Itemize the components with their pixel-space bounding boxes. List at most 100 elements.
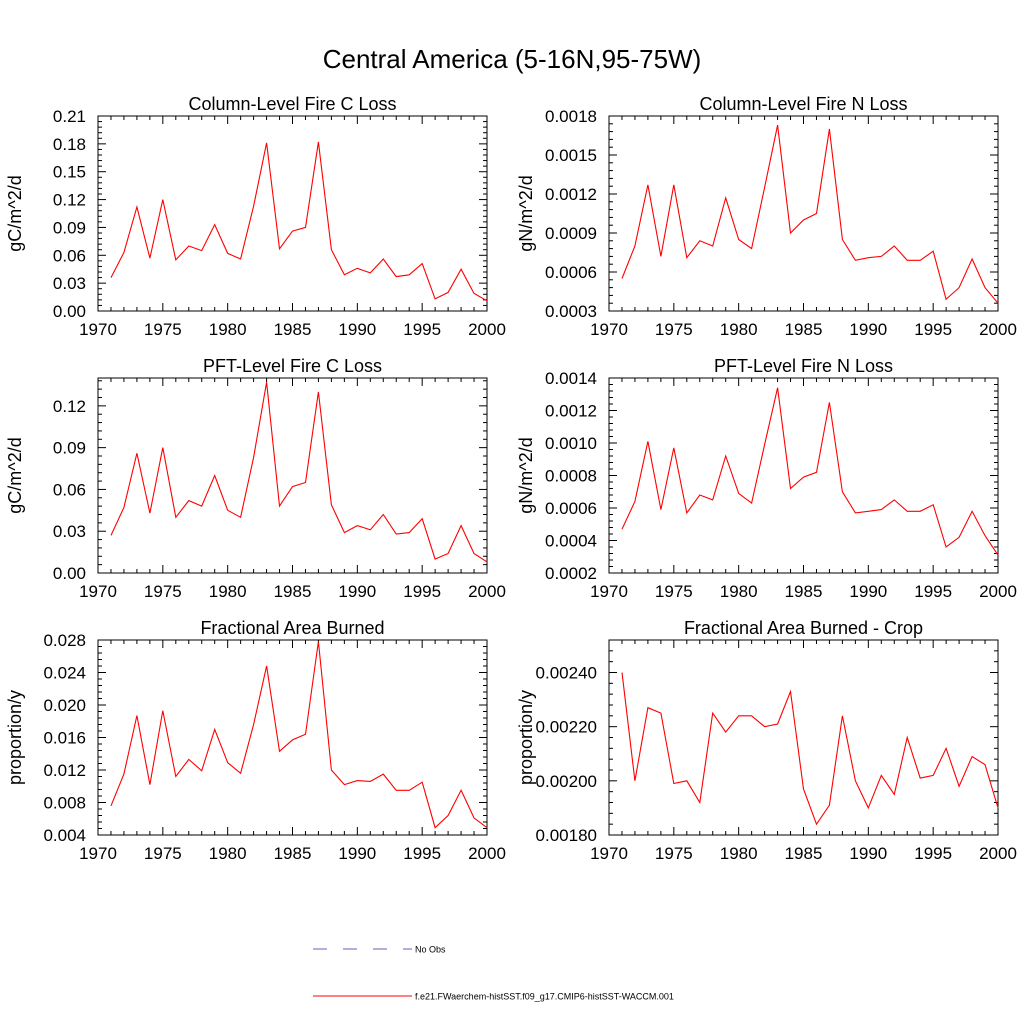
x-tick-label: 1985	[785, 582, 823, 601]
x-tick-label: 1980	[209, 582, 247, 601]
y-axis-label: gC/m^2/d	[5, 175, 25, 251]
x-tick-label: 1980	[209, 320, 247, 339]
y-tick-label: 0.008	[43, 794, 86, 813]
y-tick-label: 0.0008	[545, 467, 597, 486]
y-tick-label: 0.06	[53, 246, 86, 265]
y-axis-label: gN/m^2/d	[516, 437, 536, 513]
panel-title: PFT-Level Fire N Loss	[714, 356, 893, 376]
series-line	[621, 387, 999, 556]
y-tick-label: 0.020	[43, 696, 86, 715]
y-tick-label: 0.0003	[545, 302, 597, 321]
x-tick-label: 1980	[720, 844, 758, 863]
x-tick-label: 1990	[338, 582, 376, 601]
y-tick-label: 0.024	[43, 664, 86, 683]
y-tick-label: 0.028	[43, 631, 86, 650]
y-axis-label: proportion/y	[5, 690, 25, 785]
y-tick-label: 0.0009	[545, 224, 597, 243]
y-tick-label: 0.0018	[545, 107, 597, 126]
y-axis-label: proportion/y	[516, 690, 536, 785]
y-tick-label: 0.00180	[536, 826, 597, 845]
x-tick-label: 1985	[785, 844, 823, 863]
panel-1: Column-Level Fire C Loss gC/m^2/d 1970 1975…	[5, 94, 506, 339]
x-tick-label: 1985	[274, 844, 312, 863]
y-axis-label: gC/m^2/d	[5, 437, 25, 513]
y-tick-label: 0.0014	[545, 369, 597, 388]
x-tick-label: 1995	[914, 582, 952, 601]
x-tick-label: 1995	[403, 582, 441, 601]
x-tick-label: 1975	[144, 320, 182, 339]
y-tick-label: 0.016	[43, 729, 86, 748]
x-tick-label: 1990	[849, 320, 887, 339]
panel-title: Fractional Area Burned - Crop	[684, 618, 923, 638]
y-tick-label: 0.09	[53, 439, 86, 458]
x-tick-label: 1970	[590, 320, 628, 339]
x-tick-label: 2000	[468, 582, 506, 601]
y-tick-label: 0.0004	[545, 532, 597, 551]
y-tick-label: 0.012	[43, 761, 86, 780]
x-tick-label: 1975	[655, 320, 693, 339]
x-tick-label: 1980	[720, 320, 758, 339]
y-tick-label: 0.0012	[545, 185, 597, 204]
x-tick-label: 1995	[914, 320, 952, 339]
x-tick-label: 1980	[720, 582, 758, 601]
x-tick-label: 1975	[144, 582, 182, 601]
panel-4: PFT-Level Fire N Loss gN/m^2/d 1970 1975 198…	[516, 356, 1017, 601]
y-tick-label: 0.18	[53, 135, 86, 154]
x-tick-label: 1970	[79, 320, 117, 339]
series-line	[110, 141, 488, 302]
y-tick-label: 0.00200	[536, 772, 597, 791]
x-tick-label: 1990	[849, 844, 887, 863]
panels: Column-Level Fire C Loss gC/m^2/d 1970 1975…	[5, 94, 1017, 863]
y-tick-label: 0.06	[53, 480, 86, 499]
y-tick-label: 0.12	[53, 397, 86, 416]
x-tick-label: 1970	[79, 582, 117, 601]
y-axis-label: gN/m^2/d	[516, 175, 536, 251]
x-tick-label: 2000	[468, 844, 506, 863]
y-tick-label: 0.00	[53, 564, 86, 583]
x-tick-label: 1985	[274, 582, 312, 601]
x-tick-label: 1970	[79, 844, 117, 863]
x-tick-label: 1975	[655, 844, 693, 863]
y-tick-label: 0.09	[53, 218, 86, 237]
x-tick-label: 2000	[979, 844, 1017, 863]
x-tick-label: 2000	[979, 582, 1017, 601]
x-tick-label: 1995	[403, 320, 441, 339]
legend: No Obs f.e21.FWaerchem-histSST.f09_g17.CM…	[313, 945, 674, 1002]
x-tick-label: 2000	[468, 320, 506, 339]
y-tick-label: 0.15	[53, 163, 86, 182]
x-tick-label: 1975	[144, 844, 182, 863]
panel-title: Fractional Area Burned	[200, 618, 384, 638]
x-tick-label: 1985	[274, 320, 312, 339]
x-tick-label: 1990	[338, 844, 376, 863]
x-tick-label: 1975	[655, 582, 693, 601]
panel-6: Fractional Area Burned - Crop proportion/…	[516, 618, 1017, 863]
panel-3: PFT-Level Fire C Loss gC/m^2/d 1970 1975 198…	[5, 356, 506, 601]
y-tick-label: 0.0002	[545, 564, 597, 583]
y-tick-label: 0.00220	[536, 718, 597, 737]
panel-title: Column-Level Fire N Loss	[699, 94, 907, 114]
legend-label: No Obs	[415, 945, 446, 955]
panel-title: Column-Level Fire C Loss	[188, 94, 396, 114]
y-tick-label: 0.0015	[545, 146, 597, 165]
x-tick-label: 1995	[403, 844, 441, 863]
x-tick-label: 1980	[209, 844, 247, 863]
y-tick-label: 0.00	[53, 302, 86, 321]
panel-5: Fractional Area Burned proportion/y 1970 19…	[5, 618, 506, 863]
y-tick-label: 0.21	[53, 107, 86, 126]
y-tick-label: 0.0012	[545, 402, 597, 421]
x-tick-label: 1970	[590, 844, 628, 863]
panel-2: Column-Level Fire N Loss gN/m^2/d 1970 1975…	[516, 94, 1017, 339]
y-tick-label: 0.0010	[545, 434, 597, 453]
x-tick-label: 1970	[590, 582, 628, 601]
y-tick-label: 0.03	[53, 522, 86, 541]
y-tick-label: 0.12	[53, 191, 86, 210]
y-tick-label: 0.00240	[536, 664, 597, 683]
series-line	[621, 124, 999, 304]
x-tick-label: 1995	[914, 844, 952, 863]
legend-label: f.e21.FWaerchem-histSST.f09_g17.CMIP6-hi…	[415, 992, 674, 1002]
series-line	[110, 382, 488, 563]
panel-title: PFT-Level Fire C Loss	[203, 356, 382, 376]
x-tick-label: 2000	[979, 320, 1017, 339]
